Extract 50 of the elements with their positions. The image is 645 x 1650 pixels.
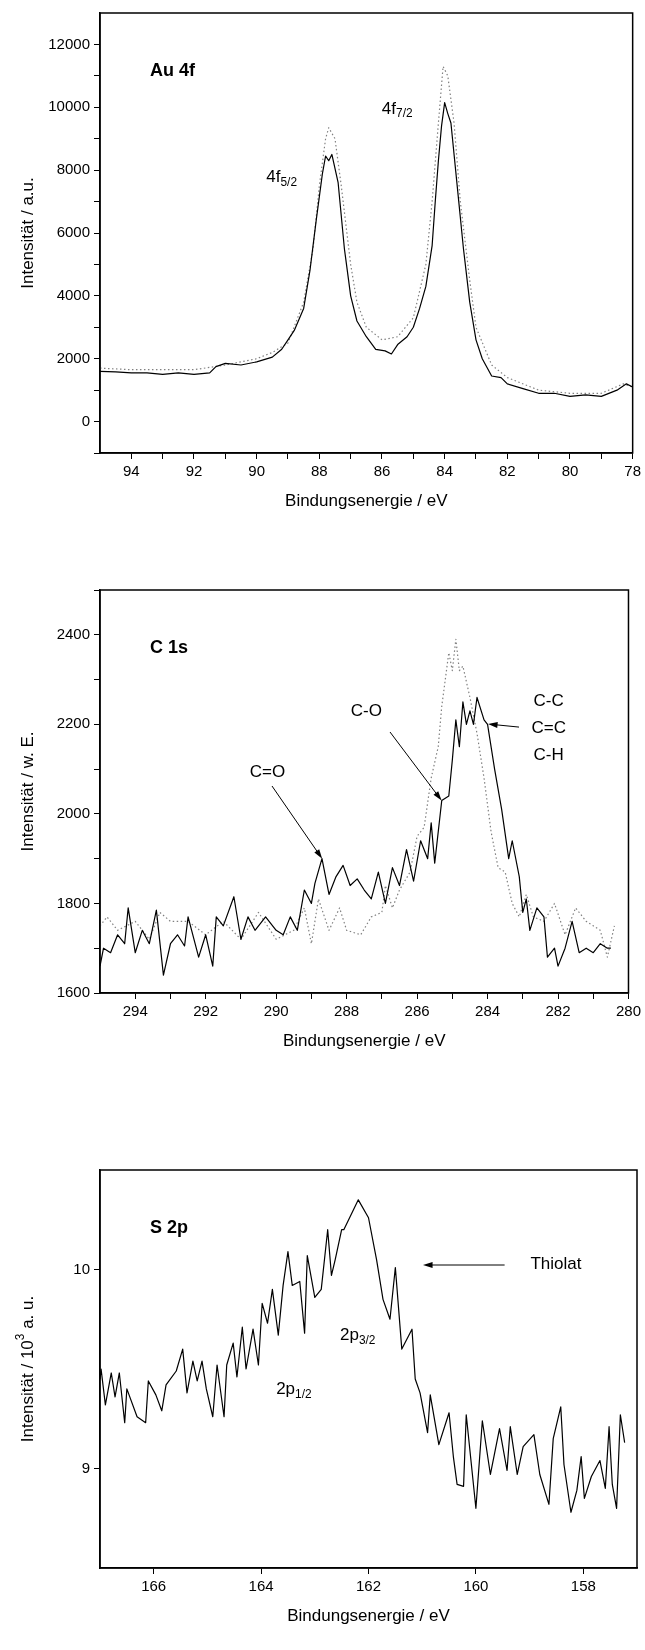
x-tick-label: 94	[122, 462, 140, 480]
x-tick-label: 90	[248, 462, 266, 480]
x-axis-title: Bindungsenergie / eV	[282, 1030, 447, 1050]
y-tick-label: 10	[73, 1259, 90, 1277]
x-tick-label: 162	[355, 1577, 382, 1595]
x-tick-label: 84	[436, 462, 453, 480]
x-tick-label: 292	[193, 1002, 219, 1020]
x-tick-label: 86	[373, 462, 391, 480]
x-tick-label: 280	[615, 1002, 641, 1020]
x-tick-label: 166	[141, 1577, 167, 1595]
y-tick-label: 2200	[56, 714, 90, 732]
x-tick-label: 290	[263, 1002, 289, 1020]
y-axis-title: Intensität / w. E.	[17, 731, 37, 852]
y-tick-label: 10000	[48, 97, 90, 115]
y-tick-label: 4000	[56, 286, 90, 303]
x-axis-title: Bindungsenergie / eV	[285, 490, 449, 510]
x-tick-label: 284	[475, 1002, 501, 1020]
x-tick-label: 288	[334, 1002, 360, 1020]
line-series	[100, 638, 615, 958]
y-axis-title: Intensität / a.u.	[17, 177, 37, 289]
y-tick-label: 0	[81, 411, 90, 429]
text: Au 4f	[150, 59, 197, 80]
y-tick-label: 2400	[56, 624, 90, 642]
y-tick-label: 2000	[56, 348, 90, 366]
y-tick-label: 8000	[56, 160, 90, 178]
annotation: C-C C=C C-H	[531, 690, 566, 764]
x-tick-label: 282	[545, 1002, 571, 1020]
text: S 2p	[150, 1216, 189, 1237]
x-tick-label: 158	[570, 1577, 596, 1595]
x-tick-label: 92	[185, 462, 203, 480]
x-tick-label: 294	[122, 1002, 148, 1020]
text: C 1s	[150, 636, 189, 657]
y-tick-label: 1600	[56, 983, 90, 1001]
x-axis-title: Bindungsenergie / eV	[287, 1605, 451, 1625]
y-tick-label: 9	[81, 1458, 90, 1476]
x-tick-label: 78	[624, 462, 641, 480]
x-tick-label: 80	[561, 462, 579, 480]
annotation: C-O	[350, 700, 382, 720]
y-tick-label: 2000	[56, 804, 90, 822]
y-axis-title: Intensität / 103 a. u.	[13, 1295, 37, 1443]
x-tick-label: 160	[463, 1577, 489, 1595]
x-tick-label: 164	[248, 1577, 274, 1595]
annotation: Thiolat	[530, 1254, 582, 1274]
x-tick-label: 286	[404, 1002, 430, 1020]
y-tick-label: 6000	[56, 223, 90, 241]
x-tick-label: 88	[310, 462, 328, 480]
annotation: C=O	[249, 761, 286, 781]
y-tick-label: 12000	[48, 34, 90, 52]
y-tick-label: 1800	[56, 893, 90, 911]
x-tick-label: 82	[498, 462, 516, 480]
